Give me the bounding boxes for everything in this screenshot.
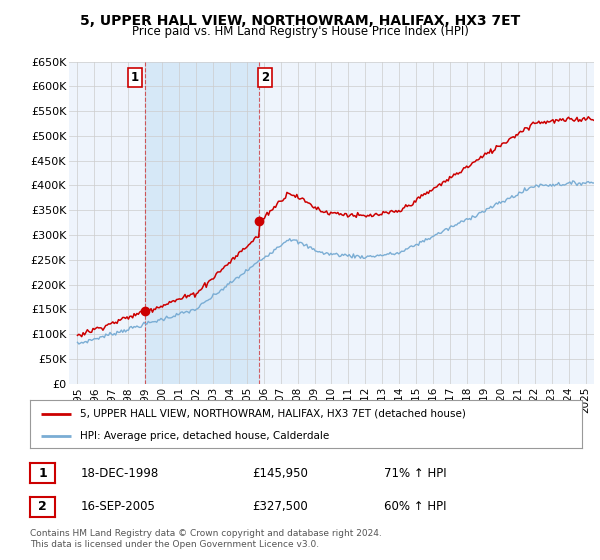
Text: 5, UPPER HALL VIEW, NORTHOWRAM, HALIFAX, HX3 7ET: 5, UPPER HALL VIEW, NORTHOWRAM, HALIFAX,… [80,14,520,28]
Text: 18-DEC-1998: 18-DEC-1998 [81,466,159,480]
Bar [145,62,259,384]
Text: Contains HM Land Registry data © Crown copyright and database right 2024.
This d: Contains HM Land Registry data © Crown c… [30,529,382,549]
Text: 2: 2 [262,72,269,85]
Text: 60% ↑ HPI: 60% ↑ HPI [384,500,446,514]
Text: £145,950: £145,950 [252,466,308,480]
Text: 71% ↑ HPI: 71% ↑ HPI [384,466,446,480]
Text: 1: 1 [38,466,47,480]
Text: 5, UPPER HALL VIEW, NORTHOWRAM, HALIFAX, HX3 7ET (detached house): 5, UPPER HALL VIEW, NORTHOWRAM, HALIFAX,… [80,409,466,419]
Text: Price paid vs. HM Land Registry's House Price Index (HPI): Price paid vs. HM Land Registry's House … [131,25,469,38]
Text: 2: 2 [38,500,47,514]
Text: HPI: Average price, detached house, Calderdale: HPI: Average price, detached house, Cald… [80,431,329,441]
Text: 1: 1 [131,72,139,85]
Text: £327,500: £327,500 [252,500,308,514]
Text: 16-SEP-2005: 16-SEP-2005 [81,500,156,514]
